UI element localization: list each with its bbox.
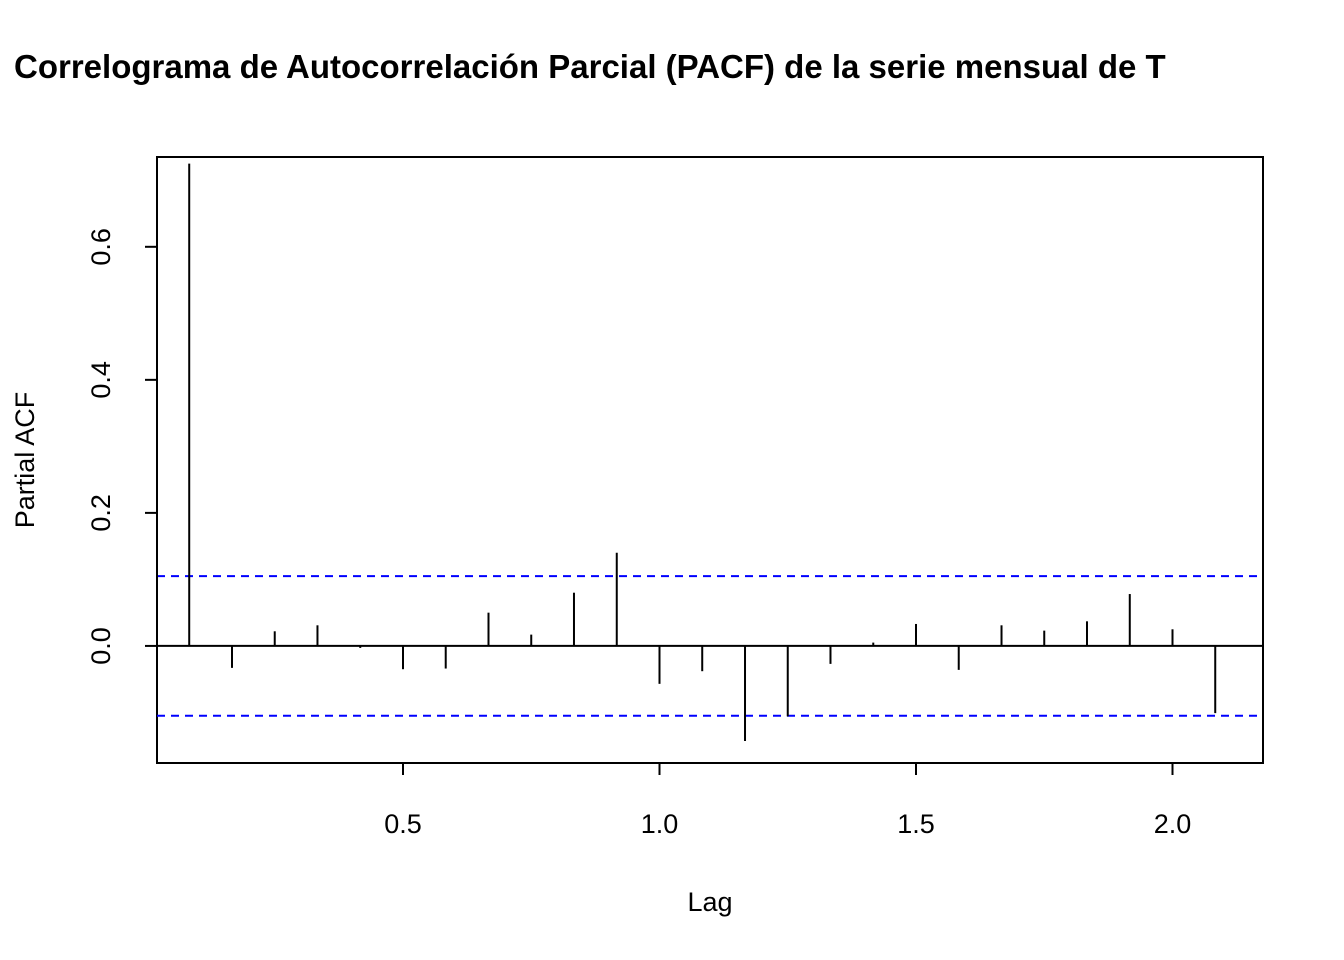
x-tick-label: 1.5: [897, 809, 935, 839]
y-axis: 0.0 0.2 0.4 0.6: [86, 228, 158, 665]
y-tick-label: 0.2: [86, 494, 116, 532]
x-axis: 0.5 1.0 1.5 2.0: [384, 762, 1192, 839]
x-tick-label: 2.0: [1154, 809, 1192, 839]
y-axis-label: Partial ACF: [10, 392, 40, 529]
plot-frame: [156, 156, 1264, 764]
y-tick-label: 0.4: [86, 361, 116, 399]
pacf-bars: [188, 163, 1217, 742]
chart-title: Correlograma de Autocorrelación Parcial …: [14, 48, 1166, 85]
y-tick-label: 0.6: [86, 228, 116, 266]
y-tick-label: 0.0: [86, 627, 116, 665]
x-tick-label: 0.5: [384, 809, 422, 839]
x-axis-label: Lag: [687, 887, 732, 917]
x-tick-label: 1.0: [641, 809, 679, 839]
